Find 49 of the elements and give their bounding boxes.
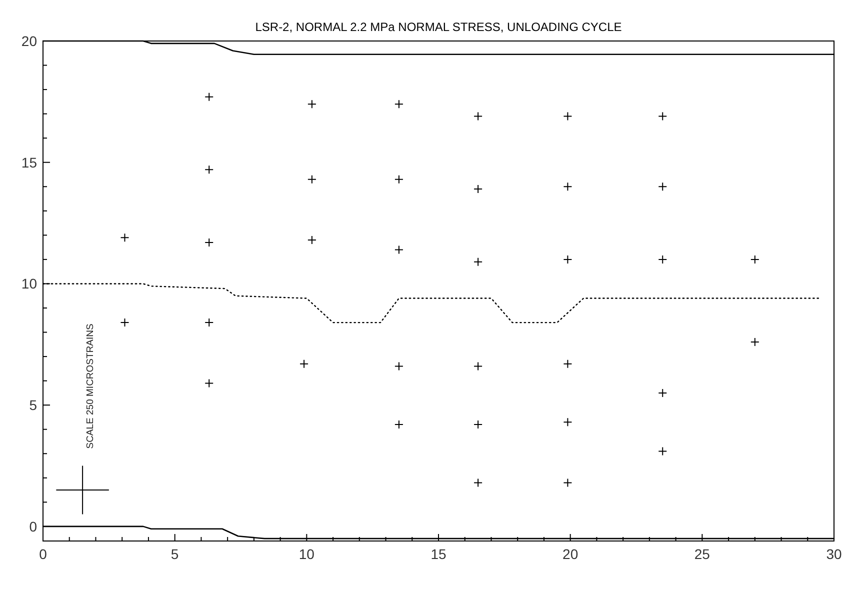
point bbox=[474, 362, 483, 371]
point bbox=[204, 165, 214, 174]
y-tick-label: 20 bbox=[21, 33, 38, 49]
point bbox=[658, 112, 668, 121]
point bbox=[204, 238, 214, 247]
point bbox=[394, 245, 404, 254]
y-tick-label: 10 bbox=[21, 276, 38, 292]
x-tick-label: 20 bbox=[562, 546, 578, 562]
point bbox=[307, 236, 316, 245]
point bbox=[658, 254, 668, 264]
point bbox=[563, 254, 572, 264]
point bbox=[204, 318, 214, 328]
point bbox=[204, 378, 214, 388]
point bbox=[394, 100, 404, 109]
point bbox=[563, 418, 572, 427]
point bbox=[474, 112, 483, 121]
point bbox=[658, 388, 668, 398]
annotation: SCALE 250 MICROSTRAINS bbox=[85, 324, 96, 449]
point bbox=[300, 359, 309, 368]
x-tick-label: 10 bbox=[298, 546, 315, 562]
x-tick-label: 15 bbox=[430, 546, 446, 562]
point bbox=[307, 174, 316, 184]
point bbox=[658, 446, 668, 456]
point bbox=[394, 174, 404, 184]
point bbox=[120, 233, 130, 242]
point bbox=[204, 92, 214, 102]
x-tick-label: 25 bbox=[694, 546, 710, 562]
x-tick-label: 0 bbox=[39, 546, 48, 562]
point bbox=[394, 420, 404, 429]
point bbox=[120, 318, 130, 328]
point bbox=[750, 254, 760, 264]
point bbox=[563, 182, 572, 192]
x-tick-label: 30 bbox=[826, 546, 842, 562]
point bbox=[474, 420, 483, 429]
point bbox=[394, 362, 404, 371]
point bbox=[474, 184, 483, 194]
point bbox=[563, 478, 572, 488]
point bbox=[563, 112, 572, 121]
y-tick-label: 0 bbox=[29, 518, 38, 534]
point bbox=[307, 100, 316, 109]
point bbox=[474, 257, 483, 266]
y-tick-label: 15 bbox=[21, 154, 38, 170]
x-tick-label: 5 bbox=[170, 546, 179, 562]
point bbox=[563, 359, 572, 368]
point bbox=[750, 337, 760, 346]
y-tick-label: 5 bbox=[29, 397, 38, 414]
point bbox=[474, 478, 483, 488]
chart-title: LSR-2, NORMAL 2.2 MPa NORMAL STRESS, UNLOADING CYCLE bbox=[255, 20, 622, 34]
point bbox=[658, 182, 668, 192]
